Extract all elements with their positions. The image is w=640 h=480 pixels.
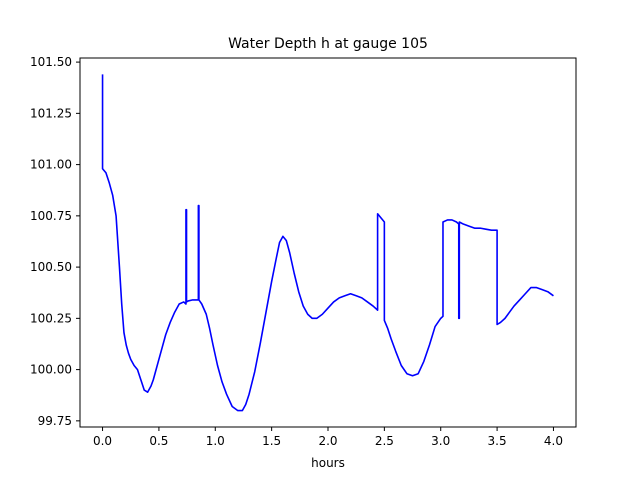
y-tick-label: 100.75 bbox=[30, 209, 72, 223]
x-tick-label: 3.0 bbox=[431, 434, 450, 448]
y-tick-label: 100.50 bbox=[30, 260, 72, 274]
y-tick-label: 100.25 bbox=[30, 311, 72, 325]
chart-title: Water Depth h at gauge 105 bbox=[228, 36, 428, 52]
x-tick-label: 4.0 bbox=[544, 434, 563, 448]
x-tick-label: 1.0 bbox=[206, 434, 225, 448]
x-tick-label: 3.5 bbox=[488, 434, 507, 448]
x-tick-label: 1.5 bbox=[262, 434, 281, 448]
y-tick-label: 101.50 bbox=[30, 55, 72, 69]
y-tick-label: 101.25 bbox=[30, 106, 72, 120]
y-tick-label: 99.75 bbox=[38, 414, 72, 428]
x-axis-label: hours bbox=[311, 456, 345, 470]
x-tick-label: 0.5 bbox=[149, 434, 168, 448]
x-tick-label: 2.0 bbox=[318, 434, 337, 448]
y-axis: 99.75 100.00 100.25 100.50 100.75 101.00 101.2… bbox=[30, 55, 80, 428]
y-tick-label: 100.00 bbox=[30, 363, 72, 377]
x-axis: 0.0 0.5 1.0 1.5 2.0 2.5 3.0 3.5 4.0 bbox=[93, 427, 563, 448]
x-tick-label: 2.5 bbox=[375, 434, 394, 448]
x-tick-label: 0.0 bbox=[93, 434, 112, 448]
y-tick-label: 101.00 bbox=[30, 158, 72, 172]
series-line-0 bbox=[101, 74, 554, 412]
